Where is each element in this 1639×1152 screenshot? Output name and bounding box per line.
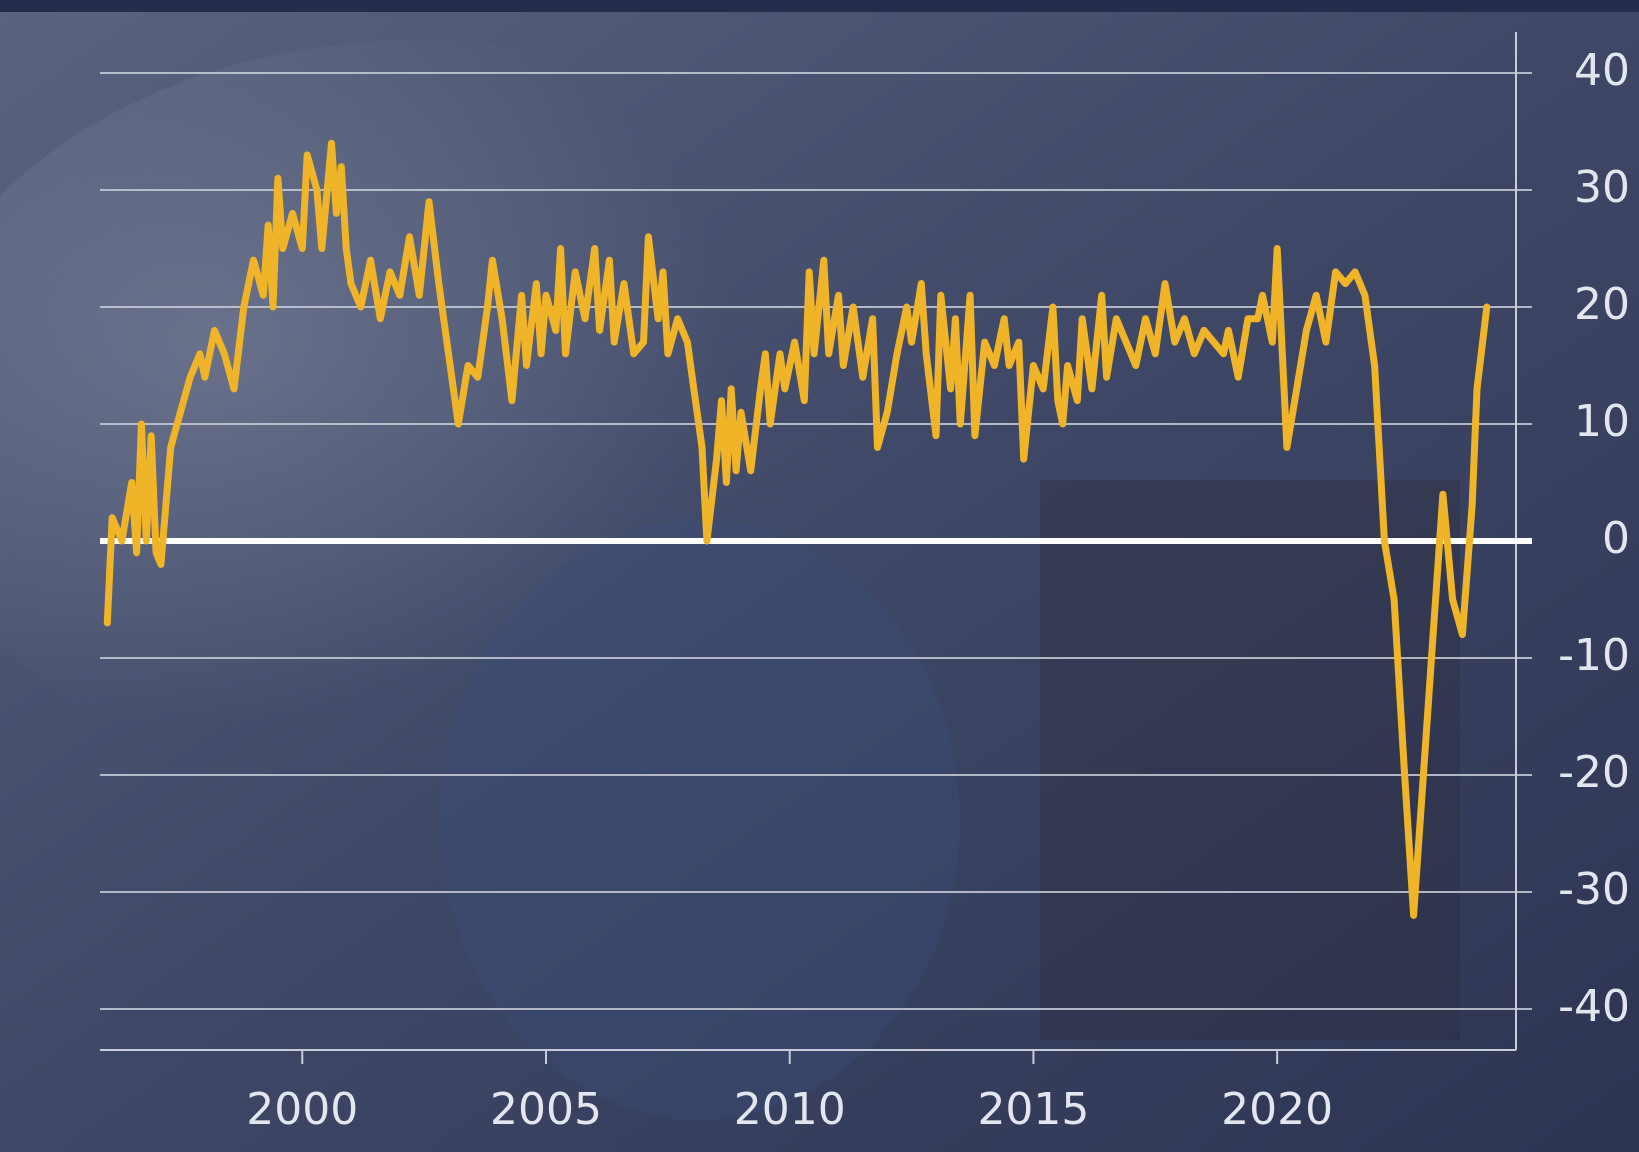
background-photo	[440, 520, 960, 1120]
x-tick-label: 2005	[490, 1084, 602, 1135]
y-tick-label: 40	[1574, 45, 1630, 96]
grid	[100, 32, 1532, 1064]
y-tick-label: -40	[1558, 981, 1630, 1032]
x-tick-label: 2015	[977, 1084, 1089, 1135]
background-photo	[0, 40, 940, 800]
data-line	[103, 139, 1491, 919]
y-tick-label: 30	[1574, 162, 1630, 213]
y-tick-label: 0	[1602, 513, 1630, 564]
background-photo	[1040, 480, 1460, 1040]
y-tick-label: 20	[1574, 279, 1630, 330]
top-band	[0, 0, 1639, 12]
y-tick-label: -20	[1558, 747, 1630, 798]
plot	[103, 139, 1491, 919]
y-tick-label: 10	[1574, 396, 1630, 447]
y-tick-label: -10	[1558, 630, 1630, 681]
y-tick-label: -30	[1558, 864, 1630, 915]
x-tick-label: 2010	[734, 1084, 846, 1135]
x-tick-label: 2000	[246, 1084, 358, 1135]
x-tick-label: 2020	[1221, 1084, 1333, 1135]
